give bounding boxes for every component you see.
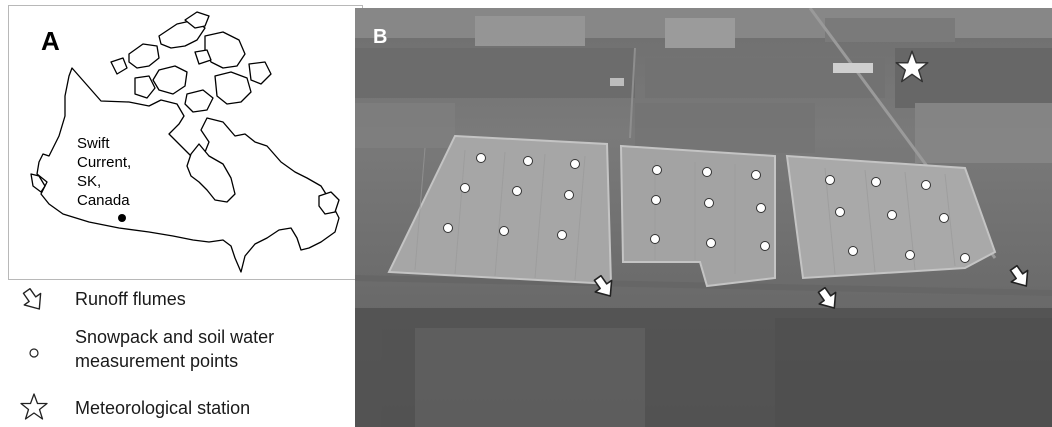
aerial-photo	[355, 8, 1052, 427]
star-icon	[20, 393, 48, 420]
measurement-point	[564, 190, 574, 200]
panel-b-aerial-photo: B	[355, 8, 1052, 427]
legend-label-points: Snowpack and soil water measurement poin…	[75, 325, 274, 373]
measurement-point	[702, 167, 712, 177]
panel-a-label: A	[41, 26, 60, 56]
measurement-point	[921, 180, 931, 190]
legend-item-flumes: Runoff flumes	[8, 285, 353, 315]
measurement-point	[523, 156, 533, 166]
location-dot	[118, 214, 126, 222]
measurement-point	[756, 203, 766, 213]
measurement-point	[652, 165, 662, 175]
measurement-point	[706, 238, 716, 248]
legend-label-points-line2: measurement points	[75, 351, 239, 371]
panel-a-map-frame: A Swift Current, SK, Canada	[8, 5, 363, 280]
measurement-point	[887, 210, 897, 220]
runoff-flume-arrow	[817, 286, 837, 309]
legend: Runoff flumes Snowpack and soil water me…	[8, 285, 353, 425]
legend-item-points: Snowpack and soil water measurement poin…	[8, 325, 353, 381]
location-line-4: Canada	[77, 192, 130, 209]
canada-map	[30, 11, 340, 273]
measurement-point	[512, 186, 522, 196]
measurement-point	[704, 198, 714, 208]
legend-label-points-line1: Snowpack and soil water	[75, 327, 275, 347]
measurement-point	[848, 246, 858, 256]
location-line-2: Current,	[77, 154, 132, 171]
legend-label-flumes: Runoff flumes	[75, 289, 186, 309]
measurement-point	[760, 241, 770, 251]
location-label: Swift Current, SK, Canada	[77, 134, 137, 210]
measurement-point	[460, 183, 470, 193]
measurement-point	[939, 213, 949, 223]
location-line-1: Swift	[77, 135, 110, 152]
measurement-point	[557, 230, 567, 240]
measurement-point	[570, 159, 580, 169]
measurement-point	[825, 175, 835, 185]
meteorological-station-star	[895, 50, 929, 83]
runoff-flume-arrow	[1009, 264, 1029, 287]
runoff-flume-arrow	[593, 274, 613, 297]
legend-label-station: Meteorological station	[75, 398, 251, 418]
measurement-point	[835, 207, 845, 217]
measurement-point	[650, 234, 660, 244]
measurement-point-icon	[29, 348, 39, 358]
panel-b-label: B	[373, 26, 388, 48]
measurement-point	[905, 250, 915, 260]
legend-item-station: Meteorological station	[8, 393, 353, 423]
measurement-point	[751, 170, 761, 180]
measurement-point	[871, 177, 881, 187]
measurement-point	[443, 223, 453, 233]
measurement-point	[651, 195, 661, 205]
measurement-point	[476, 153, 486, 163]
measurement-point	[960, 253, 970, 263]
flume-arrow-icon	[22, 287, 42, 310]
location-line-3: SK,	[77, 173, 102, 190]
measurement-point	[499, 226, 509, 236]
